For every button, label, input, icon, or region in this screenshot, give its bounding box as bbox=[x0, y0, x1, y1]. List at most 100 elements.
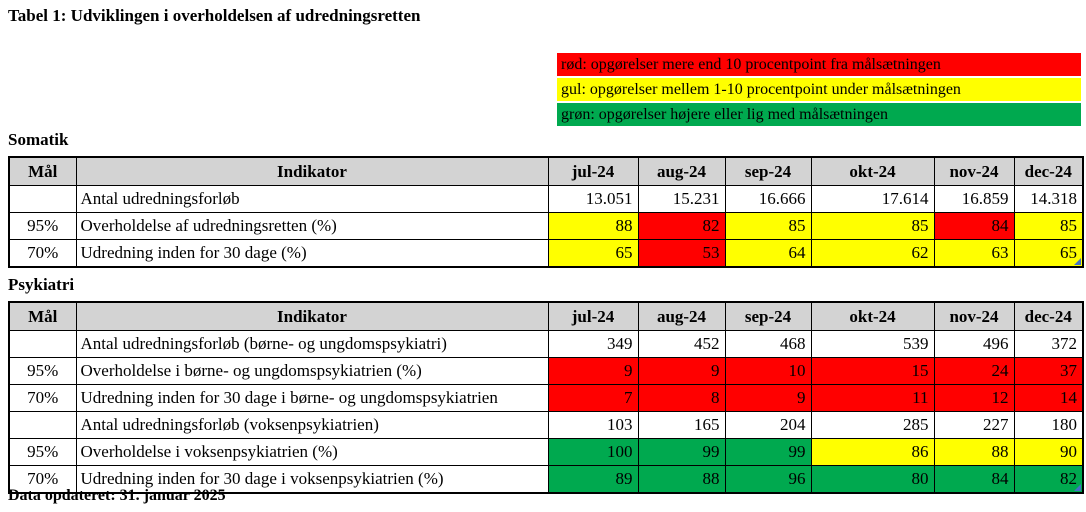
value-cell: 539 bbox=[810, 330, 935, 358]
value-cell: 80 bbox=[810, 465, 935, 494]
table-row: 95% Overholdelse af udredningsretten (%) 8… bbox=[8, 212, 1084, 240]
value-cell: 82 bbox=[637, 212, 726, 240]
month-column-header: sep-24 bbox=[724, 301, 812, 331]
month-column-header: dec-24 bbox=[1013, 156, 1084, 186]
month-column-header: okt-24 bbox=[810, 156, 935, 186]
month-column-header: jul-24 bbox=[547, 301, 639, 331]
maal-cell: 70% bbox=[8, 465, 77, 494]
value-cell: 82 bbox=[1013, 465, 1084, 494]
table-row: Antal udredningsforløb 13.051 15.231 16.666… bbox=[8, 185, 1084, 213]
maal-column-header: Mål bbox=[8, 301, 77, 331]
indikator-column-header: Indikator bbox=[75, 301, 549, 331]
maal-cell: 95% bbox=[8, 212, 77, 240]
value-cell: 17.614 bbox=[810, 185, 935, 213]
value-cell: 85 bbox=[1013, 212, 1084, 240]
value-cell: 89 bbox=[547, 465, 639, 494]
value-cell: 63 bbox=[933, 239, 1015, 268]
cell-corner-marker-icon bbox=[1074, 484, 1081, 491]
table-row: 95% Overholdelse i voksenpsykiatrien (%) 1… bbox=[8, 438, 1084, 466]
value-cell: 53 bbox=[637, 239, 726, 268]
section-label-psykiatri: Psykiatri bbox=[8, 275, 75, 294]
value-cell: 88 bbox=[933, 438, 1015, 466]
month-column-header: jul-24 bbox=[547, 156, 639, 186]
value-cell: 90 bbox=[1013, 438, 1084, 466]
indikator-cell: Antal udredningsforløb bbox=[75, 185, 549, 213]
value-cell: 349 bbox=[547, 330, 639, 358]
indikator-cell: Udredning inden for 30 dage (%) bbox=[75, 239, 549, 268]
value-cell: 62 bbox=[810, 239, 935, 268]
maal-cell bbox=[8, 411, 77, 439]
value-cell: 85 bbox=[810, 212, 935, 240]
value-cell: 86 bbox=[810, 438, 935, 466]
indikator-cell: Antal udredningsforløb (voksenpsykiatrie… bbox=[75, 411, 549, 439]
value-cell: 227 bbox=[933, 411, 1015, 439]
psykiatri-table: Mål Indikator jul-24 aug-24 sep-24 okt-24 nov-… bbox=[8, 301, 1084, 494]
table-row: Antal udredningsforløb (børne- og ungdom… bbox=[8, 330, 1084, 358]
table-row: Antal udredningsforløb (voksenpsykiatrie… bbox=[8, 411, 1084, 439]
value-cell: 12 bbox=[933, 384, 1015, 412]
table-row: 70% Udredning inden for 30 dage i voksenp… bbox=[8, 465, 1084, 494]
month-column-header: aug-24 bbox=[637, 156, 726, 186]
value-cell: 165 bbox=[637, 411, 726, 439]
value-cell: 9 bbox=[724, 384, 812, 412]
value-cell: 84 bbox=[933, 465, 1015, 494]
value-cell: 88 bbox=[547, 212, 639, 240]
indikator-cell: Udredning inden for 30 dage i voksenpsyk… bbox=[75, 465, 549, 494]
indikator-column-header: Indikator bbox=[75, 156, 549, 186]
value-cell: 9 bbox=[547, 357, 639, 385]
value-cell: 285 bbox=[810, 411, 935, 439]
header-row: Mål Indikator jul-24 aug-24 sep-24 okt-24 nov-… bbox=[8, 301, 1084, 331]
section-label-somatik: Somatik bbox=[8, 130, 69, 149]
color-legend: rød: opgørelser mere end 10 procentpoint… bbox=[557, 53, 1081, 128]
page-title: Tabel 1: Udviklingen i overholdelsen af … bbox=[8, 6, 421, 25]
value-cell: 65 bbox=[1013, 239, 1084, 268]
legend-item-green: grøn: opgørelser højere eller lig med må… bbox=[557, 103, 1081, 126]
value-cell: 15 bbox=[810, 357, 935, 385]
value-cell: 452 bbox=[637, 330, 726, 358]
value-cell: 14 bbox=[1013, 384, 1084, 412]
indikator-cell: Antal udredningsforløb (børne- og ungdom… bbox=[75, 330, 549, 358]
maal-cell bbox=[8, 330, 77, 358]
value-cell: 8 bbox=[637, 384, 726, 412]
value-cell: 64 bbox=[724, 239, 812, 268]
value-cell: 99 bbox=[724, 438, 812, 466]
value-cell: 100 bbox=[547, 438, 639, 466]
indikator-cell: Overholdelse af udredningsretten (%) bbox=[75, 212, 549, 240]
value-cell: 103 bbox=[547, 411, 639, 439]
month-column-header: aug-24 bbox=[637, 301, 726, 331]
month-column-header: nov-24 bbox=[933, 301, 1015, 331]
maal-cell: 95% bbox=[8, 357, 77, 385]
month-column-header: dec-24 bbox=[1013, 301, 1084, 331]
value-cell: 99 bbox=[637, 438, 726, 466]
maal-cell bbox=[8, 185, 77, 213]
header-row: Mål Indikator jul-24 aug-24 sep-24 okt-24 nov-… bbox=[8, 156, 1084, 186]
value-cell: 13.051 bbox=[547, 185, 639, 213]
value-cell: 10 bbox=[724, 357, 812, 385]
value-cell: 88 bbox=[637, 465, 726, 494]
legend-item-red: rød: opgørelser mere end 10 procentpoint… bbox=[557, 53, 1081, 76]
cell-corner-marker-icon bbox=[1074, 258, 1081, 265]
month-column-header: nov-24 bbox=[933, 156, 1015, 186]
somatik-table: Mål Indikator jul-24 aug-24 sep-24 okt-24 nov-… bbox=[8, 156, 1084, 268]
month-column-header: sep-24 bbox=[724, 156, 812, 186]
value-cell: 7 bbox=[547, 384, 639, 412]
indikator-cell: Overholdelse i børne- og ungdomspsykiatr… bbox=[75, 357, 549, 385]
value-cell: 16.666 bbox=[724, 185, 812, 213]
value-cell: 11 bbox=[810, 384, 935, 412]
value-cell: 37 bbox=[1013, 357, 1084, 385]
indikator-cell: Udredning inden for 30 dage i børne- og … bbox=[75, 384, 549, 412]
value-cell: 84 bbox=[933, 212, 1015, 240]
value-cell: 65 bbox=[547, 239, 639, 268]
table-row: 95% Overholdelse i børne- og ungdomspsyki… bbox=[8, 357, 1084, 385]
value-cell: 372 bbox=[1013, 330, 1084, 358]
value-cell: 16.859 bbox=[933, 185, 1015, 213]
value-cell: 180 bbox=[1013, 411, 1084, 439]
value-cell: 9 bbox=[637, 357, 726, 385]
data-updated-note: Data opdateret: 31. januar 2025 bbox=[8, 487, 226, 504]
maal-cell: 70% bbox=[8, 239, 77, 268]
table-row: 70% Udredning inden for 30 dage (%) 65 53 64… bbox=[8, 239, 1084, 268]
maal-cell: 95% bbox=[8, 438, 77, 466]
value-cell: 468 bbox=[724, 330, 812, 358]
value-cell: 96 bbox=[724, 465, 812, 494]
